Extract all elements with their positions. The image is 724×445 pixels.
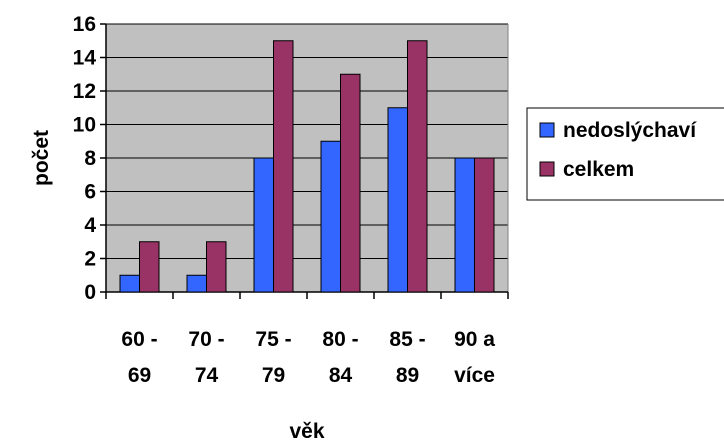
- x-tick-label: 70 - 74: [188, 328, 224, 387]
- y-tick-label: 2: [84, 248, 96, 271]
- plot-area: [106, 23, 509, 292]
- bar-0: [253, 157, 274, 293]
- x-axis: 60 - 69 70 - 74 75 - 79 80 - 84 85 - 89 90 a více: [105, 291, 509, 387]
- y-axis-title: počet: [30, 130, 53, 186]
- legend-label: celkem: [563, 158, 634, 181]
- y-tick-label: 10: [73, 114, 96, 137]
- bar-0: [387, 107, 408, 293]
- x-tick-label-line: 69: [128, 364, 151, 387]
- y-tick-label: 14: [73, 47, 97, 70]
- bar-1: [273, 40, 294, 293]
- x-tick-label-line: 80 -: [322, 328, 358, 351]
- x-tick-label: 90 a více: [454, 328, 495, 387]
- x-tick-label: 85 - 89: [389, 328, 425, 387]
- legend: nedoslýchaví celkem: [526, 107, 724, 201]
- bar-0: [119, 274, 140, 293]
- x-tick-label-line: 89: [396, 364, 419, 387]
- legend-swatch: [539, 122, 555, 138]
- y-tick-label: 6: [84, 181, 96, 204]
- bar-1: [340, 73, 361, 293]
- legend-swatch: [539, 161, 555, 177]
- x-tick-label-line: 60 -: [121, 328, 157, 351]
- legend-label: nedoslýchaví: [563, 119, 697, 142]
- x-tick-label-line: 75 -: [255, 328, 291, 351]
- x-axis-title: věk: [289, 420, 324, 443]
- legend-box: [526, 107, 724, 201]
- bar-1: [474, 157, 495, 293]
- y-tick-label: 12: [73, 80, 96, 103]
- y-tick-label: 16: [73, 13, 96, 36]
- x-tick-label-line: více: [454, 364, 495, 387]
- x-tick-label-line: 85 -: [389, 328, 425, 351]
- y-axis: 0 2 4 6 8 10 12 14 16: [73, 13, 107, 304]
- bar-0: [186, 274, 207, 293]
- x-tick-label: 75 - 79: [255, 328, 291, 387]
- x-tick-label-line: 74: [195, 364, 219, 387]
- x-tick-label-line: 79: [262, 364, 285, 387]
- bars: [119, 40, 495, 293]
- x-tick-label-line: 90 a: [454, 328, 495, 351]
- bar-1: [139, 241, 160, 293]
- bar-0: [454, 157, 475, 293]
- x-tick-label-line: 70 -: [188, 328, 224, 351]
- y-tick-label: 0: [84, 281, 96, 304]
- x-tick-label: 60 - 69: [121, 328, 157, 387]
- x-tick-label: 80 - 84: [322, 328, 358, 387]
- x-tick-label-line: 84: [329, 364, 353, 387]
- y-tick-label: 8: [84, 147, 96, 170]
- bar-0: [320, 140, 341, 293]
- bar-1: [407, 40, 428, 293]
- bar-1: [206, 241, 227, 293]
- y-tick-label: 4: [84, 214, 96, 237]
